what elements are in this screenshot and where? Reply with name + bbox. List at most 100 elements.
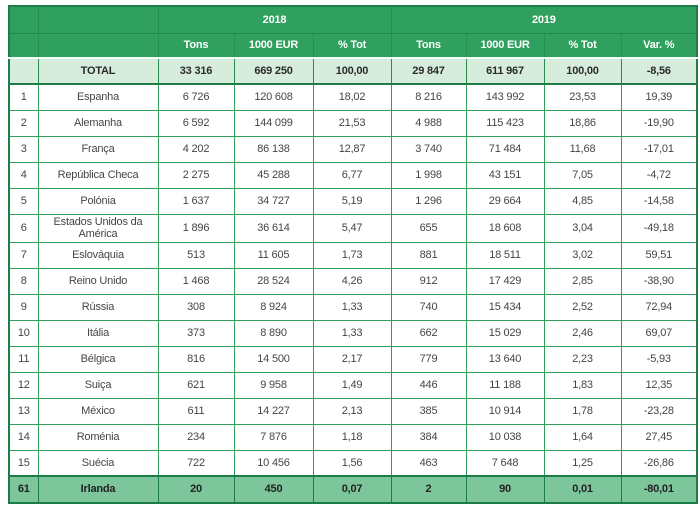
value-cell: 308 xyxy=(157,293,235,321)
value-cell: 11,68 xyxy=(543,135,622,163)
value-cell: 10 038 xyxy=(465,423,545,451)
value-cell: 1,25 xyxy=(543,449,622,477)
value-cell: 36 614 xyxy=(233,213,314,243)
value-cell: 912 xyxy=(390,267,467,295)
table-row: 12 Suiça 621 9 958 1,49 446 11 188 1,83 … xyxy=(8,371,698,399)
table-row: 7 Eslováquia 513 11 605 1,73 881 18 511 … xyxy=(8,241,698,269)
value-cell: 45 288 xyxy=(233,161,314,189)
value-cell: -5,93 xyxy=(620,345,698,373)
value-cell: 8 890 xyxy=(233,319,314,347)
value-cell: 18,86 xyxy=(543,109,622,137)
country-cell: Suécia xyxy=(37,449,159,477)
blank-header-cell xyxy=(8,5,39,34)
value-cell: 5,47 xyxy=(312,213,392,243)
value-cell: 655 xyxy=(390,213,467,243)
value-cell: -19,90 xyxy=(620,109,698,137)
value-cell: 4 202 xyxy=(157,135,235,163)
value-cell: 1,83 xyxy=(543,371,622,399)
value-cell: 11 188 xyxy=(465,371,545,399)
value-cell: 4 988 xyxy=(390,109,467,137)
country-cell: Polónia xyxy=(37,187,159,215)
value-cell: 7,05 xyxy=(543,161,622,189)
rank-cell: 8 xyxy=(8,267,39,295)
country-cell: Espanha xyxy=(37,83,159,111)
value-cell: -8,56 xyxy=(620,57,698,85)
value-cell: 10 456 xyxy=(233,449,314,477)
value-cell: 0,07 xyxy=(312,475,392,504)
value-cell: 115 423 xyxy=(465,109,545,137)
value-cell: 33 316 xyxy=(157,57,235,85)
rank-cell: 11 xyxy=(8,345,39,373)
country-cell: Reino Unido xyxy=(37,267,159,295)
country-cell: México xyxy=(37,397,159,425)
value-cell: -38,90 xyxy=(620,267,698,295)
export-statistics-table: 2018 2019 Tons 1000 EUR % Tot Tons 1000 … xyxy=(8,5,699,505)
table-body: TOTAL 33 316 669 250 100,00 29 847 611 9… xyxy=(8,57,698,504)
country-cell: Alemanha xyxy=(37,109,159,137)
value-cell: 1 468 xyxy=(157,267,235,295)
value-cell: 18 608 xyxy=(465,213,545,243)
value-cell: 143 992 xyxy=(465,83,545,111)
rank-cell xyxy=(8,57,39,85)
rank-cell: 12 xyxy=(8,371,39,399)
year-2018-header: 2018 xyxy=(157,5,392,34)
value-cell: 9 958 xyxy=(233,371,314,399)
value-cell: 10 914 xyxy=(465,397,545,425)
value-cell: -17,01 xyxy=(620,135,698,163)
column-header-tons-2019: Tons xyxy=(390,32,467,59)
value-cell: 120 608 xyxy=(233,83,314,111)
value-cell: 7 648 xyxy=(465,449,545,477)
column-header-tot-2019: % Tot xyxy=(543,32,622,59)
table-row: 8 Reino Unido 1 468 28 524 4,26 912 17 4… xyxy=(8,267,698,295)
total-row: TOTAL 33 316 669 250 100,00 29 847 611 9… xyxy=(8,57,698,85)
rank-cell: 14 xyxy=(8,423,39,451)
country-cell: Itália xyxy=(37,319,159,347)
value-cell: 1,18 xyxy=(312,423,392,451)
column-header-eur-2019: 1000 EUR xyxy=(465,32,545,59)
value-cell: -14,58 xyxy=(620,187,698,215)
value-cell: -23,28 xyxy=(620,397,698,425)
value-cell: 71 484 xyxy=(465,135,545,163)
value-cell: 1,33 xyxy=(312,293,392,321)
value-cell: 881 xyxy=(390,241,467,269)
value-cell: 740 xyxy=(390,293,467,321)
value-cell: 2 xyxy=(390,475,467,504)
value-cell: 385 xyxy=(390,397,467,425)
rank-cell: 7 xyxy=(8,241,39,269)
year-2019-header: 2019 xyxy=(390,5,698,34)
value-cell: 384 xyxy=(390,423,467,451)
value-cell: 513 xyxy=(157,241,235,269)
value-cell: 28 524 xyxy=(233,267,314,295)
value-cell: 5,19 xyxy=(312,187,392,215)
table-row: 61 Irlanda 20 450 0,07 2 90 0,01 -80,01 xyxy=(8,475,698,504)
table-row: 4 República Checa 2 275 45 288 6,77 1 99… xyxy=(8,161,698,189)
value-cell: 2,52 xyxy=(543,293,622,321)
value-cell: 23,53 xyxy=(543,83,622,111)
value-cell: 662 xyxy=(390,319,467,347)
value-cell: 6 726 xyxy=(157,83,235,111)
table-row: 2 Alemanha 6 592 144 099 21,53 4 988 115… xyxy=(8,109,698,137)
value-cell: 72,94 xyxy=(620,293,698,321)
value-cell: -4,72 xyxy=(620,161,698,189)
table-row: 5 Polónia 1 637 34 727 5,19 1 296 29 664… xyxy=(8,187,698,215)
value-cell: 43 151 xyxy=(465,161,545,189)
value-cell: -26,86 xyxy=(620,449,698,477)
rank-cell: 6 xyxy=(8,213,39,243)
value-cell: 7 876 xyxy=(233,423,314,451)
column-header-tot-2018: % Tot xyxy=(312,32,392,59)
value-cell: 4,26 xyxy=(312,267,392,295)
country-cell: Roménia xyxy=(37,423,159,451)
value-cell: 2,85 xyxy=(543,267,622,295)
country-cell: Rússia xyxy=(37,293,159,321)
table-row: 6 Estados Unidos da América 1 896 36 614… xyxy=(8,213,698,243)
value-cell: 29 847 xyxy=(390,57,467,85)
value-cell: 2,17 xyxy=(312,345,392,373)
value-cell: 3,02 xyxy=(543,241,622,269)
value-cell: 1 637 xyxy=(157,187,235,215)
table-row: 10 Itália 373 8 890 1,33 662 15 029 2,46… xyxy=(8,319,698,347)
value-cell: 34 727 xyxy=(233,187,314,215)
year-header-row: 2018 2019 xyxy=(8,5,698,34)
value-cell: 8 216 xyxy=(390,83,467,111)
country-cell: Eslováquia xyxy=(37,241,159,269)
value-cell: 4,85 xyxy=(543,187,622,215)
